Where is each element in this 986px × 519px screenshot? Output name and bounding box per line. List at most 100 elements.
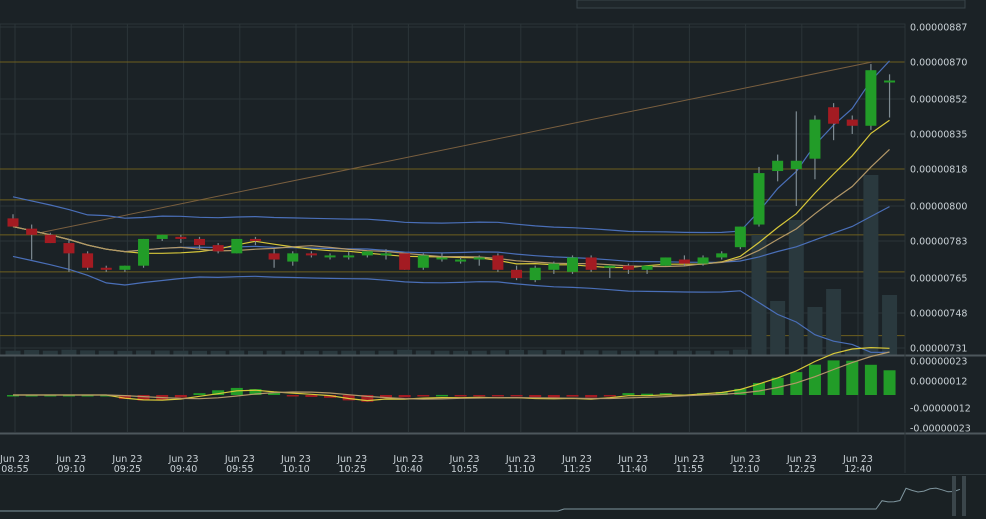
candle[interactable] (436, 253, 448, 262)
histogram-bar (230, 387, 243, 395)
candle[interactable] (753, 166, 765, 227)
histogram-bar (44, 395, 57, 397)
candle[interactable] (697, 255, 709, 266)
candle-body (343, 255, 355, 258)
candle[interactable] (287, 251, 299, 266)
candlesticks[interactable] (7, 64, 896, 283)
candle[interactable] (268, 249, 280, 268)
navigator[interactable] (0, 474, 986, 519)
candle[interactable] (63, 238, 75, 272)
candle[interactable] (249, 236, 261, 246)
navigator-handle[interactable] (952, 476, 956, 516)
candle[interactable] (44, 232, 56, 244)
candle[interactable] (492, 253, 504, 272)
candle-body (100, 267, 112, 270)
candle[interactable] (343, 251, 355, 260)
time-tick-time: 11:10 (507, 464, 534, 475)
candle[interactable] (380, 249, 392, 260)
candle[interactable] (100, 265, 112, 272)
time-tick-time: 11:55 (676, 464, 703, 475)
price-tick-label: 0.00000731 (910, 344, 967, 355)
candle[interactable] (660, 257, 672, 266)
volume-bar (154, 350, 170, 355)
candle[interactable] (7, 214, 19, 227)
histogram-bar (118, 395, 131, 399)
time-tick-date: Jun 23 (505, 454, 536, 465)
volume-bar (285, 350, 301, 355)
candle[interactable] (324, 253, 336, 260)
candle[interactable] (548, 261, 560, 274)
time-tick-date: Jun 23 (0, 454, 30, 465)
candle[interactable] (790, 111, 802, 207)
candle-body (138, 238, 150, 266)
candle[interactable] (26, 224, 38, 260)
volume-bar (136, 350, 152, 355)
candle[interactable] (138, 238, 150, 268)
volume-bar (80, 350, 96, 355)
volume-bars (5, 175, 898, 355)
oscillator-tick-label: -0.00000012 (910, 404, 971, 415)
candle[interactable] (529, 265, 541, 283)
candle[interactable] (604, 265, 616, 279)
volume-bar (192, 350, 207, 355)
candle[interactable] (305, 251, 317, 258)
candle[interactable] (772, 154, 784, 182)
candle[interactable] (82, 251, 94, 270)
candle[interactable] (828, 103, 840, 141)
volume-bar (303, 350, 319, 355)
candle[interactable] (212, 243, 224, 254)
candle[interactable] (678, 255, 690, 266)
candle[interactable] (716, 251, 728, 260)
histogram-bar (435, 394, 448, 397)
volume-bar (602, 350, 618, 355)
candle[interactable] (417, 253, 429, 270)
candle[interactable] (622, 263, 634, 274)
histogram-bar (846, 360, 859, 395)
candle-body (26, 228, 38, 235)
volume-bar (583, 350, 599, 355)
candle[interactable] (156, 234, 168, 241)
info-panel (576, 0, 966, 9)
candle[interactable] (231, 238, 243, 254)
navigator-series (0, 487, 961, 512)
candle[interactable] (734, 226, 746, 250)
time-tick-date: Jun 23 (168, 454, 199, 465)
candle[interactable] (865, 64, 877, 130)
time-tick-date: Jun 23 (786, 454, 817, 465)
oscillator-tick-label: 0.00000012 (910, 377, 967, 388)
candle-body (399, 253, 411, 270)
volume-bar (882, 295, 898, 355)
volume-bar (415, 350, 431, 355)
volume-bar (397, 349, 413, 355)
histogram-bar (62, 395, 75, 397)
candle-body (697, 257, 709, 264)
candle[interactable] (455, 257, 467, 264)
navigator-handle[interactable] (962, 476, 966, 516)
histogram-bar (641, 393, 654, 396)
candle[interactable] (846, 115, 858, 134)
candle[interactable] (567, 255, 578, 274)
ma-slow (12, 148, 890, 268)
candle[interactable] (175, 234, 187, 244)
candle[interactable] (399, 253, 411, 270)
candle[interactable] (473, 255, 485, 266)
candle-body (734, 226, 746, 248)
candle[interactable] (361, 251, 373, 258)
bollinger-lower (12, 255, 890, 353)
candle-body (641, 265, 653, 270)
oscillator-tick-label: 0.00000023 (910, 357, 967, 368)
volume-bar (247, 350, 263, 355)
candle[interactable] (585, 255, 597, 272)
histogram-bar (174, 395, 187, 398)
candle[interactable] (809, 115, 821, 180)
candle[interactable] (884, 74, 896, 118)
histogram-bar (790, 372, 803, 395)
candle[interactable] (119, 265, 131, 272)
candle[interactable] (511, 265, 523, 281)
candle[interactable] (194, 236, 205, 250)
candle-body (455, 259, 467, 262)
candle[interactable] (641, 265, 653, 274)
time-tick-time: 09:25 (114, 464, 141, 475)
